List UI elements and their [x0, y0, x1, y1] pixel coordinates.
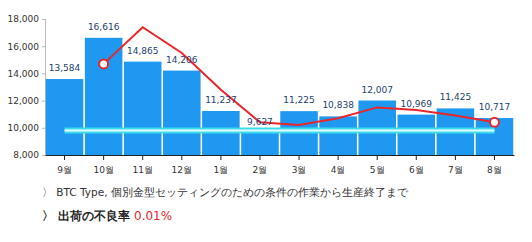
y-tick: 18,000	[8, 14, 46, 24]
x-tick-mark	[494, 155, 495, 160]
data-label: 10,969	[401, 99, 433, 109]
plot: 8,000 10,000 12,000 14,000 16,000 18,000 13,58…	[8, 14, 515, 175]
line	[104, 27, 495, 125]
y-tick: 14,000	[8, 69, 46, 79]
y-tick-label: 10,000	[8, 123, 40, 133]
data-label: 12,007	[361, 85, 393, 95]
annotation-highlight: 0.01%	[134, 209, 172, 223]
x-tick-mark	[416, 155, 417, 160]
line	[65, 128, 495, 134]
bar	[163, 71, 201, 155]
x-tick-label: 10월	[93, 165, 113, 175]
y-tick-label: 8,000	[13, 150, 39, 160]
marker	[99, 59, 108, 68]
bar	[476, 118, 514, 155]
x-tick: 2월	[253, 155, 268, 175]
x-tick: 6월	[409, 155, 424, 175]
data-labels: 13,584 16,616 14,865 14,206 11,237 9,627 11,22…	[49, 22, 510, 127]
data-label: 10,717	[479, 102, 511, 112]
x-tick: 5월	[370, 155, 385, 175]
x-axis-line	[46, 155, 515, 156]
x-tick: 8월	[487, 155, 502, 175]
y-tick-mark	[42, 128, 45, 129]
y-tick-label: 18,000	[8, 14, 40, 24]
line-inner	[65, 130, 495, 132]
data-label: 13,584	[49, 63, 81, 73]
x-tick-label: 3월	[292, 165, 307, 175]
annotation: 〉 出荷の不良率	[42, 209, 130, 223]
x-tick: 1월	[214, 155, 229, 175]
y-tick-mark	[42, 101, 45, 102]
chart: 8,000 10,000 12,000 14,000 16,000 18,000 13,58…	[0, 0, 532, 242]
x-tick: 3월	[292, 155, 307, 175]
x-tick-label: 8월	[487, 165, 502, 175]
y-tick: 12,000	[8, 96, 46, 106]
data-label: 14,206	[166, 55, 198, 65]
y-tick-label: 14,000	[8, 69, 40, 79]
y-tick: 16,000	[8, 42, 46, 52]
bar	[241, 133, 279, 155]
y-tick: 10,000	[8, 123, 46, 133]
x-tick: 12월	[172, 155, 192, 175]
x-tick-mark	[455, 155, 456, 160]
y-tick-mark	[42, 46, 45, 47]
annotation: 〉 BTC Type, 個別金型セッティングのための条件の作業から生産終了まで	[42, 186, 409, 198]
y-tick-mark	[42, 155, 45, 156]
x-tick: 11월	[132, 155, 152, 175]
x-tick-mark	[103, 155, 104, 160]
x-axis: 9월 10월 11월 12월 1월 2월 3월 4월 5월 6월 7월 8월	[46, 155, 515, 175]
x-tick-mark	[259, 155, 260, 160]
x-tick-label: 7월	[448, 165, 463, 175]
data-label: 16,616	[88, 22, 120, 32]
bar	[124, 62, 162, 155]
bar	[319, 116, 357, 155]
x-tick: 4월	[331, 155, 346, 175]
bar	[85, 38, 123, 155]
x-tick-label: 5월	[370, 165, 385, 175]
bar	[398, 115, 436, 155]
x-tick-mark	[220, 155, 221, 160]
y-tick-label: 16,000	[8, 42, 40, 52]
y-tick-mark	[42, 19, 45, 20]
x-tick-mark	[338, 155, 339, 160]
y-axis: 8,000 10,000 12,000 14,000 16,000 18,000	[8, 14, 46, 160]
x-tick: 10월	[93, 155, 113, 175]
x-tick-label: 4월	[331, 165, 346, 175]
data-label: 9,627	[247, 117, 273, 127]
x-tick: 7월	[448, 155, 463, 175]
y-tick-label: 12,000	[8, 96, 40, 106]
y-tick-mark	[42, 73, 45, 74]
data-label: 11,225	[283, 95, 315, 105]
x-tick-mark	[377, 155, 378, 160]
x-tick-mark	[181, 155, 182, 160]
data-label: 11,425	[440, 92, 472, 102]
x-tick-mark	[299, 155, 300, 160]
x-tick-label: 6월	[409, 165, 424, 175]
x-tick-label: 12월	[172, 165, 192, 175]
x-tick-label: 9월	[57, 165, 72, 175]
data-label: 14,865	[127, 46, 159, 56]
y-tick: 8,000	[13, 150, 45, 160]
marks	[46, 27, 513, 155]
x-tick: 9월	[57, 155, 72, 175]
marker	[490, 118, 499, 127]
x-tick-mark	[64, 155, 65, 160]
data-label: 11,237	[205, 95, 237, 105]
y-axis-line	[42, 20, 46, 156]
x-tick-label: 2월	[253, 165, 268, 175]
bar	[46, 79, 84, 155]
data-label: 10,838	[322, 100, 354, 110]
x-tick-mark	[142, 155, 143, 160]
x-tick-label: 11월	[132, 165, 152, 175]
x-tick-label: 1월	[214, 165, 229, 175]
